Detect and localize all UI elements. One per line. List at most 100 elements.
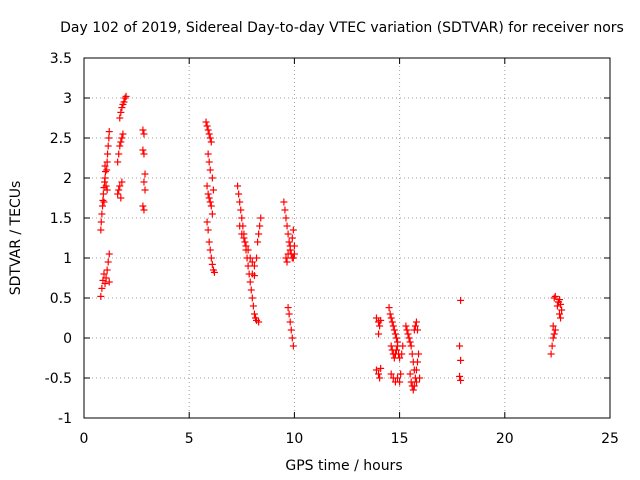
data-point xyxy=(253,254,261,262)
x-tick-label: 5 xyxy=(185,431,194,447)
data-point xyxy=(250,310,258,318)
data-point xyxy=(235,190,243,198)
data-point xyxy=(392,334,400,342)
data-point xyxy=(398,350,406,358)
data-point xyxy=(284,250,292,258)
data-point xyxy=(208,260,216,268)
data-point xyxy=(234,182,242,190)
data-point xyxy=(551,326,559,334)
data-point xyxy=(203,218,211,226)
data-point xyxy=(287,326,295,334)
data-point xyxy=(103,166,111,174)
data-point xyxy=(257,214,265,222)
data-point xyxy=(122,92,130,100)
data-point xyxy=(250,262,258,270)
y-tick-label: -0.5 xyxy=(45,371,72,387)
data-point xyxy=(285,238,293,246)
y-tick-label: 1.5 xyxy=(50,211,72,227)
data-point xyxy=(391,330,399,338)
data-point xyxy=(412,378,420,386)
data-point xyxy=(289,254,297,262)
y-tick-label: -1 xyxy=(58,411,72,427)
data-point xyxy=(254,238,262,246)
data-point xyxy=(98,284,106,292)
data-point xyxy=(385,304,393,312)
data-point xyxy=(248,294,256,302)
chart-title: Day 102 of 2019, Sidereal Day-to-day VTE… xyxy=(60,20,624,36)
y-tick-label: 3.5 xyxy=(50,51,72,67)
data-point xyxy=(207,202,215,210)
data-point xyxy=(105,134,113,142)
data-point xyxy=(283,222,291,230)
data-point xyxy=(284,304,292,312)
data-point xyxy=(390,326,398,334)
grid-lines xyxy=(84,58,610,418)
data-point xyxy=(120,98,128,106)
data-point xyxy=(281,206,289,214)
data-point xyxy=(413,358,421,366)
data-point xyxy=(248,258,256,266)
data-point xyxy=(283,258,291,266)
data-point xyxy=(118,134,126,142)
data-point xyxy=(392,346,400,354)
data-point xyxy=(140,178,148,186)
data-point xyxy=(204,190,212,198)
data-point xyxy=(396,378,404,386)
data-point xyxy=(207,254,215,262)
y-axis-label: SDTVAR / TECUs xyxy=(8,181,24,296)
x-tick-label: 10 xyxy=(285,431,303,447)
data-point xyxy=(255,318,263,326)
data-point xyxy=(240,234,248,242)
data-point xyxy=(416,374,424,382)
data-point xyxy=(207,138,215,146)
data-point xyxy=(558,306,566,314)
data-point xyxy=(102,274,110,282)
data-point xyxy=(204,226,212,234)
data-point xyxy=(456,342,464,350)
data-point xyxy=(290,242,298,250)
data-point xyxy=(244,246,252,254)
data-point xyxy=(209,186,217,194)
data-point xyxy=(406,338,414,346)
data-point xyxy=(457,296,465,304)
data-point xyxy=(100,270,108,278)
x-tick-label: 0 xyxy=(80,431,89,447)
x-tick-labels: 0 5 10 15 20 25 xyxy=(80,431,619,447)
data-point xyxy=(250,272,258,280)
data-point xyxy=(387,342,395,350)
data-point xyxy=(204,150,212,158)
data-point xyxy=(103,186,111,194)
x-tick-label: 20 xyxy=(496,431,514,447)
x-tick-label: 25 xyxy=(601,431,619,447)
data-point xyxy=(246,254,254,262)
data-point xyxy=(139,126,147,134)
data-point xyxy=(551,292,559,300)
data-point xyxy=(375,370,383,378)
data-point xyxy=(548,342,556,350)
y-tick-label: 2.5 xyxy=(50,131,72,147)
data-point xyxy=(103,266,111,274)
data-point xyxy=(288,234,296,242)
data-point xyxy=(202,118,210,126)
data-point xyxy=(410,382,418,390)
data-point xyxy=(396,354,404,362)
data-point xyxy=(407,342,415,350)
data-point xyxy=(208,210,216,218)
data-point xyxy=(457,376,465,384)
data-point xyxy=(117,138,125,146)
data-point xyxy=(116,114,124,122)
data-point xyxy=(104,142,112,150)
data-point xyxy=(237,206,245,214)
data-point xyxy=(282,254,290,262)
data-point xyxy=(97,218,105,226)
data-point xyxy=(117,108,125,116)
data-points xyxy=(97,92,566,394)
data-point xyxy=(206,134,214,142)
data-point xyxy=(121,94,129,102)
data-point xyxy=(104,150,112,158)
data-point xyxy=(101,174,109,182)
data-point xyxy=(118,104,126,112)
data-point xyxy=(377,364,385,372)
data-point xyxy=(406,370,414,378)
